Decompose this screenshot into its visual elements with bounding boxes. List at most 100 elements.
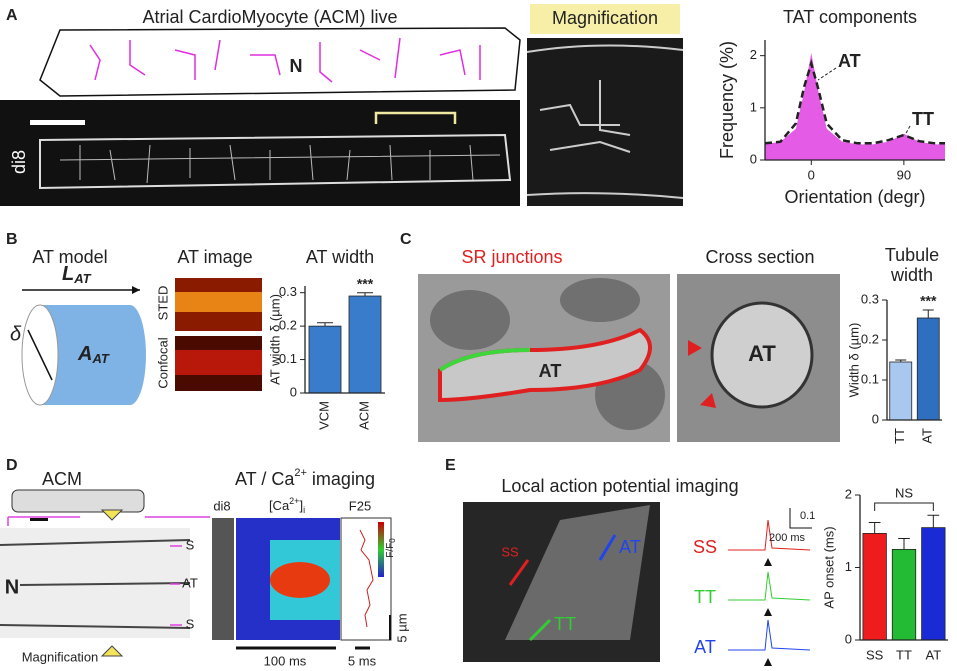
em-label: AT xyxy=(539,361,562,381)
length-label: LAT xyxy=(62,263,92,286)
panel-letter: B xyxy=(6,231,18,248)
row-label: AT xyxy=(182,575,198,590)
roi-line xyxy=(528,618,552,642)
y-tick-label: 0 xyxy=(290,384,297,399)
x-tick-label: AT xyxy=(920,428,935,444)
annotation-arrow xyxy=(904,125,911,136)
label-part: [Ca xyxy=(269,498,290,513)
superscript: 2+ xyxy=(289,496,299,506)
scale-bar xyxy=(30,120,85,125)
column-label: di8 xyxy=(213,498,230,513)
panel-title: SR junctions xyxy=(461,247,562,267)
markers xyxy=(764,558,772,666)
error-bar xyxy=(868,522,881,534)
label-background xyxy=(530,4,680,34)
ap-trace xyxy=(728,519,811,551)
roi-label: TT xyxy=(554,614,576,634)
y-tick-label: 0.1 xyxy=(279,351,297,366)
roi-line xyxy=(508,559,530,586)
bar xyxy=(889,361,913,421)
y-tick-label: 0.2 xyxy=(279,318,297,333)
colorbar xyxy=(378,522,384,577)
panel-title: Atrial CardioMyocyte (ACM) live xyxy=(142,7,397,27)
trace-label: SS xyxy=(693,537,717,557)
di8-strip xyxy=(212,518,234,640)
x-tick-label: TT xyxy=(892,428,907,444)
subscript: AT xyxy=(73,271,91,286)
panel-title: ACM xyxy=(42,469,82,489)
ap-trace xyxy=(728,619,811,651)
y-tick-label: 0 xyxy=(872,411,879,426)
y-tick-label: 0 xyxy=(750,151,757,166)
y-tick-label: 0.3 xyxy=(279,284,297,299)
error-bar xyxy=(895,359,907,362)
bar xyxy=(916,317,940,421)
magnified-image xyxy=(527,38,683,206)
chart-title: AT width xyxy=(306,247,374,267)
scale-label: 200 ms xyxy=(769,532,806,544)
row-label: S xyxy=(186,616,195,631)
panel-title: Local action potential imaging xyxy=(501,476,738,496)
mitochondrion xyxy=(430,290,510,350)
annotation: *** xyxy=(357,275,374,291)
dye-label: di8 xyxy=(9,150,29,174)
cross-label: AT xyxy=(748,341,776,366)
x-tick-label: AT xyxy=(926,647,942,662)
markers xyxy=(100,509,124,657)
y-tick-label: 0.1 xyxy=(861,371,879,386)
panel-title: AT model xyxy=(32,247,107,267)
annotation: AT xyxy=(838,51,861,71)
y-tick-label: 0.3 xyxy=(861,291,879,306)
panel-title: AT image xyxy=(177,247,252,267)
row-label: S xyxy=(186,537,195,552)
scale-bar xyxy=(789,508,812,529)
mitochondrion xyxy=(560,278,640,322)
ap-trace xyxy=(728,571,811,601)
nucleus-label: N xyxy=(5,576,19,598)
bar xyxy=(348,295,382,394)
annotation: NS xyxy=(895,485,913,500)
diameter-arrow xyxy=(27,329,53,381)
subscript: AT xyxy=(91,351,109,366)
panel-letter: C xyxy=(400,231,412,248)
x-axis-label: Orientation (degr) xyxy=(784,187,925,207)
chart-title: width xyxy=(890,265,933,285)
panel-letter: D xyxy=(6,457,18,474)
area-label: AAT xyxy=(77,343,110,366)
x-tick-label: ACM xyxy=(356,401,371,430)
symbol: L xyxy=(62,263,74,285)
y-tick-label: 1 xyxy=(845,559,852,574)
nucleus-label: N xyxy=(290,56,303,76)
row-lines xyxy=(7,516,210,626)
superscript: 2+ xyxy=(294,467,307,479)
x-tick-label: 0 xyxy=(808,167,815,182)
error-bar xyxy=(898,538,910,550)
x-tick-label: 90 xyxy=(897,167,911,182)
scale-label: 5 µm xyxy=(394,613,409,642)
confocal-label: Confocal xyxy=(155,337,170,388)
roi-label: AT xyxy=(619,537,641,557)
y-axis-label: Width δ (µm) xyxy=(846,323,861,398)
tubule-sketch xyxy=(89,37,481,83)
column-label: [Ca2+]i xyxy=(269,496,305,515)
label-part: ] xyxy=(299,498,303,513)
ca-hotspot xyxy=(270,562,330,598)
micrograph xyxy=(0,100,520,206)
bar xyxy=(308,325,342,394)
error-bar xyxy=(317,322,333,327)
x-tick-label: SS xyxy=(866,647,884,662)
x-tick-label: VCM xyxy=(316,401,331,430)
confocal-signal xyxy=(175,350,262,375)
chart-title: Tubule xyxy=(885,245,939,265)
y-axis-label: AP onset (ms) xyxy=(821,526,836,608)
error-bar xyxy=(357,292,373,297)
scale-label: 100 ms xyxy=(264,653,307,668)
bar xyxy=(891,548,917,641)
scale-bar xyxy=(30,518,48,521)
subscript: 0 xyxy=(388,538,397,543)
arrowheads xyxy=(688,340,716,408)
error-bar xyxy=(922,309,934,318)
area xyxy=(765,53,945,160)
